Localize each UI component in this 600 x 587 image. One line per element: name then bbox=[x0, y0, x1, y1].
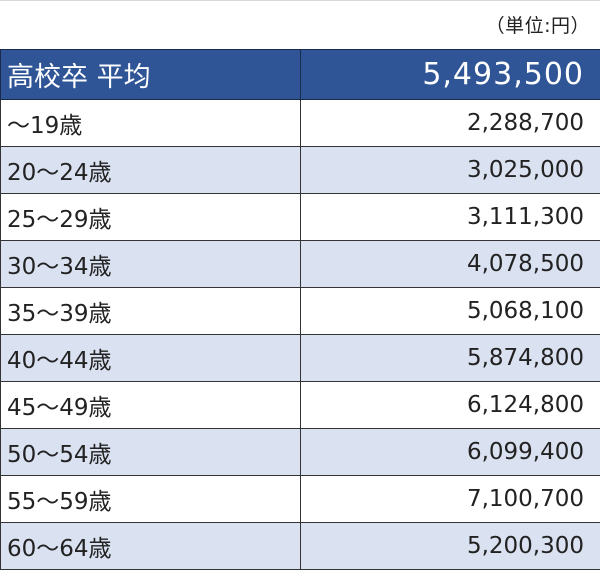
table-row: 40～44歳 5,874,800 bbox=[0, 334, 600, 382]
salary-value: 2,288,700 bbox=[300, 99, 600, 147]
salary-value: 5,874,800 bbox=[300, 334, 600, 382]
age-range-label: 55～59歳 bbox=[0, 475, 301, 523]
header-label: 高校卒 平均 bbox=[0, 49, 301, 100]
table-row: 30～34歳 4,078,500 bbox=[0, 240, 600, 288]
salary-by-age-table: 高校卒 平均 5,493,500 ～19歳 2,288,700 20～24歳 3… bbox=[0, 49, 600, 570]
table-row: 35～39歳 5,068,100 bbox=[0, 287, 600, 335]
salary-value: 6,099,400 bbox=[300, 428, 600, 476]
salary-value: 5,068,100 bbox=[300, 287, 600, 335]
table-row: 45～49歳 6,124,800 bbox=[0, 381, 600, 429]
age-range-label: ～19歳 bbox=[0, 99, 301, 147]
salary-value: 3,111,300 bbox=[300, 193, 600, 241]
table-row: ～19歳 2,288,700 bbox=[0, 99, 600, 147]
table-row: 20～24歳 3,025,000 bbox=[0, 146, 600, 194]
unit-note: （単位:円） bbox=[485, 15, 590, 37]
header-average-value: 5,493,500 bbox=[300, 49, 600, 100]
age-range-label: 35～39歳 bbox=[0, 287, 301, 335]
table-row: 50～54歳 6,099,400 bbox=[0, 428, 600, 476]
table-row: 55～59歳 7,100,700 bbox=[0, 475, 600, 523]
salary-value: 5,200,300 bbox=[300, 522, 600, 570]
age-range-label: 25～29歳 bbox=[0, 193, 301, 241]
salary-value: 3,025,000 bbox=[300, 146, 600, 194]
age-range-label: 30～34歳 bbox=[0, 240, 301, 288]
age-range-label: 45～49歳 bbox=[0, 381, 301, 429]
table-row: 60～64歳 5,200,300 bbox=[0, 522, 600, 570]
age-range-label: 20～24歳 bbox=[0, 146, 301, 194]
salary-value: 4,078,500 bbox=[300, 240, 600, 288]
age-range-label: 40～44歳 bbox=[0, 334, 301, 382]
table-row: 25～29歳 3,111,300 bbox=[0, 193, 600, 241]
salary-value: 7,100,700 bbox=[300, 475, 600, 523]
age-range-label: 50～54歳 bbox=[0, 428, 301, 476]
salary-value: 6,124,800 bbox=[300, 381, 600, 429]
age-range-label: 60～64歳 bbox=[0, 522, 301, 570]
table-header-row: 高校卒 平均 5,493,500 bbox=[0, 49, 600, 100]
